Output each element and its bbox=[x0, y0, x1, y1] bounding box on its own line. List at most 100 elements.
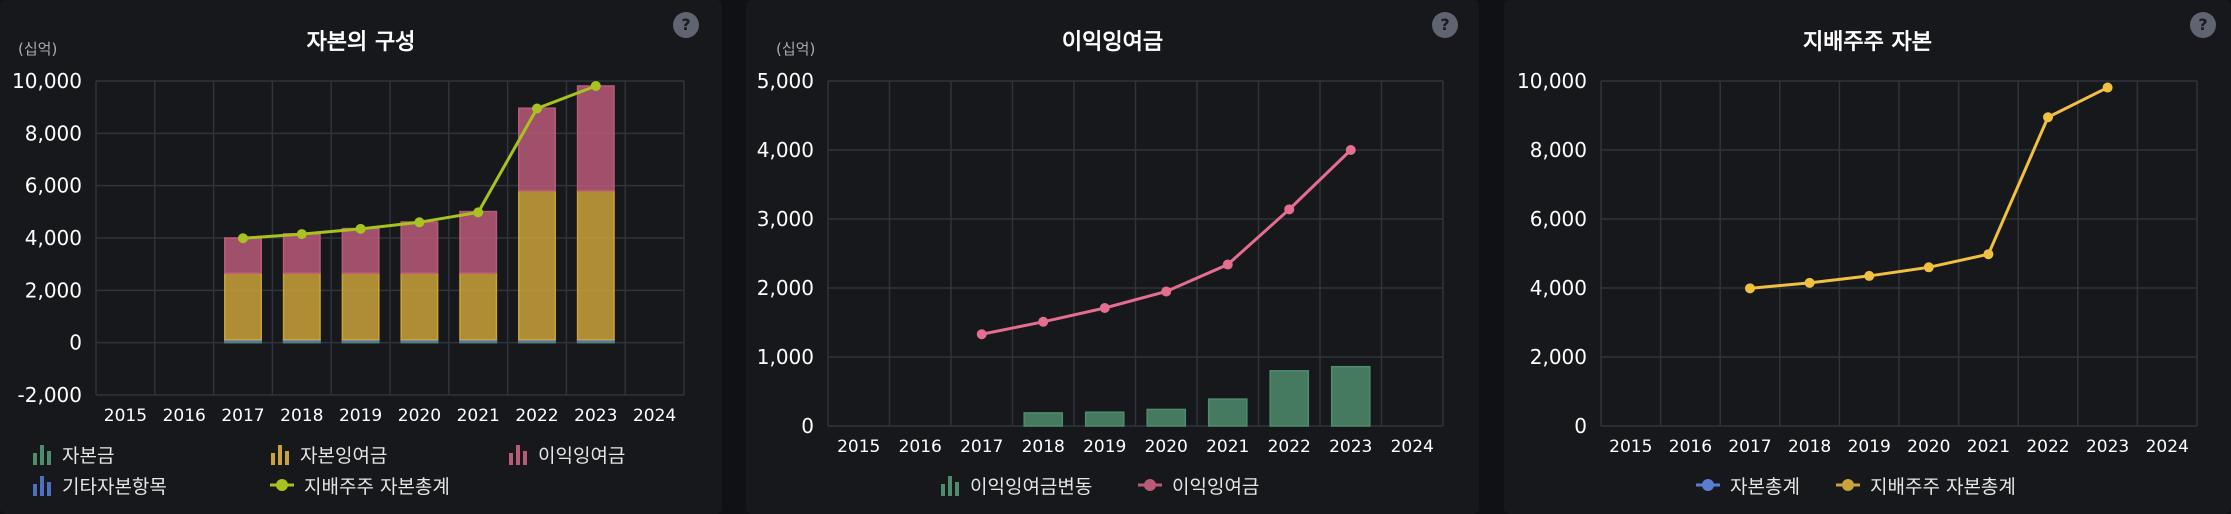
capital-composition-panel: 자본의 구성 ? (십억) -2,000 0 2,000 4,000 6,000 8,00… bbox=[0, 0, 722, 514]
retained-earnings-chart: 0 1,000 2,000 3,000 4,000 5,000 2015 2016 2017 20… bbox=[757, 69, 1444, 457]
x-tick-label: 2018 bbox=[280, 406, 323, 426]
y-tick-label: 0 bbox=[1574, 414, 1587, 438]
bar bbox=[459, 272, 498, 341]
y-tick-label: 3,000 bbox=[757, 207, 814, 231]
data-point bbox=[976, 329, 987, 340]
legend-label: 이익잉여금변동 bbox=[970, 476, 1093, 498]
unit-label: (십억) bbox=[18, 40, 58, 58]
y-tick-label: 5,000 bbox=[757, 69, 814, 93]
data-point bbox=[2102, 82, 2113, 93]
x-tick-label: 2023 bbox=[1329, 437, 1372, 457]
bar bbox=[518, 107, 556, 192]
y-tick-label: -2,000 bbox=[18, 383, 82, 407]
x-tick-label: 2021 bbox=[1206, 437, 1249, 457]
legend-label: 기타자본항목 bbox=[62, 476, 167, 498]
x-tick-label: 2022 bbox=[1268, 437, 1311, 457]
x-tick-label: 2018 bbox=[1788, 437, 1831, 457]
y-tick-label: 1,000 bbox=[757, 345, 814, 369]
x-tick-label: 2021 bbox=[457, 406, 500, 426]
line-legend-icon bbox=[270, 474, 294, 501]
line-legend-icon bbox=[1836, 474, 1860, 501]
data-point bbox=[355, 223, 366, 234]
legend-label: 이익잉여금 bbox=[538, 445, 626, 467]
x-tick-label: 2016 bbox=[899, 437, 942, 457]
x-tick-label: 2021 bbox=[1967, 437, 2010, 457]
x-tick-label: 2023 bbox=[2086, 437, 2129, 457]
legend-item-total-equity[interactable]: 자본총계 bbox=[1696, 472, 1800, 501]
bar-legend-icon bbox=[32, 443, 52, 470]
x-tick-label: 2017 bbox=[221, 406, 264, 426]
help-icon[interactable]: ? bbox=[2190, 12, 2216, 38]
y-tick-label: 4,000 bbox=[1530, 276, 1587, 300]
data-point bbox=[1864, 270, 1875, 281]
legend-label: 자본총계 bbox=[1730, 476, 1800, 498]
bar bbox=[341, 272, 380, 341]
x-tick-label: 2017 bbox=[960, 437, 1003, 457]
legend-item-retained-change[interactable]: 이익잉여금변동 bbox=[940, 472, 1092, 501]
y-tick-label: 2,000 bbox=[25, 278, 82, 302]
controlling-equity-panel: 지배주주 자본 ? 0 2,000 4,000 6,000 8,000 10,000 201… bbox=[1504, 0, 2231, 514]
bar bbox=[341, 227, 380, 274]
help-icon[interactable]: ? bbox=[1432, 12, 1458, 38]
x-tick-label: 2024 bbox=[633, 406, 676, 426]
y-tick-label: 4,000 bbox=[757, 138, 814, 162]
y-tick-label: 10,000 bbox=[1517, 69, 1587, 93]
bar-legend-icon bbox=[270, 443, 290, 470]
bar bbox=[400, 272, 439, 341]
x-tick-label: 2019 bbox=[339, 406, 382, 426]
x-tick-label: 2020 bbox=[1145, 437, 1188, 457]
data-point bbox=[1284, 204, 1295, 215]
x-tick-label: 2020 bbox=[1907, 437, 1950, 457]
y-tick-label: 0 bbox=[69, 331, 82, 355]
data-point bbox=[1983, 249, 1994, 260]
x-tick-label: 2020 bbox=[398, 406, 441, 426]
data-point bbox=[1804, 277, 1815, 288]
data-point bbox=[1161, 286, 1172, 297]
y-tick-label: 0 bbox=[801, 414, 814, 438]
data-point bbox=[590, 80, 601, 91]
data-point bbox=[1923, 262, 1934, 273]
help-icon[interactable]: ? bbox=[673, 12, 699, 38]
legend-item-capital-surplus[interactable]: 자본잉여금 bbox=[270, 441, 387, 470]
data-point bbox=[2043, 112, 2053, 123]
legend-item-other-capital[interactable]: 기타자본항목 bbox=[32, 472, 167, 501]
legend-label: 자본금 bbox=[62, 445, 115, 467]
bar bbox=[282, 272, 321, 341]
legend-item-retained-earnings[interactable]: 이익잉여금 bbox=[1138, 472, 1259, 501]
bar bbox=[400, 221, 439, 274]
x-tick-label: 2018 bbox=[1022, 437, 1065, 457]
data-point bbox=[473, 207, 484, 218]
data-point bbox=[414, 217, 425, 228]
bar-legend-icon bbox=[940, 474, 960, 501]
y-tick-label: 8,000 bbox=[25, 121, 82, 145]
x-tick-label: 2022 bbox=[2026, 437, 2069, 457]
data-point bbox=[1099, 303, 1110, 314]
grid bbox=[827, 80, 1444, 427]
x-tick-label: 2019 bbox=[1848, 437, 1891, 457]
bar bbox=[282, 233, 321, 274]
x-tick-label: 2015 bbox=[1609, 437, 1652, 457]
legend-item-capital[interactable]: 자본금 bbox=[32, 441, 114, 470]
legend-item-retained-earnings[interactable]: 이익잉여금 bbox=[508, 441, 625, 470]
series-line bbox=[1749, 86, 2109, 290]
bar-legend-icon bbox=[32, 474, 52, 501]
data-point bbox=[1745, 283, 1755, 294]
y-tick-label: 4,000 bbox=[25, 226, 82, 250]
capital-composition-chart: -2,000 0 2,000 4,000 6,000 8,000 10,000 2015 201… bbox=[12, 69, 685, 426]
x-tick-label: 2024 bbox=[1391, 437, 1434, 457]
bar bbox=[518, 189, 556, 341]
line-legend-icon bbox=[1696, 474, 1720, 501]
data-point bbox=[532, 103, 542, 114]
x-tick-label: 2016 bbox=[163, 406, 206, 426]
retained-earnings-panel: 이익잉여금 ? (십억) 0 1,000 2,000 3,000 4,000 5,000 2… bbox=[746, 0, 1479, 514]
legend-item-controlling-equity[interactable]: 지배주주 자본총계 bbox=[270, 472, 450, 501]
bar-legend-icon bbox=[508, 443, 528, 470]
panel-title: 지배주주 자본 bbox=[1802, 30, 1933, 55]
legend-label: 지배주주 자본총계 bbox=[304, 476, 450, 498]
bar bbox=[1146, 408, 1187, 427]
legend-label: 지배주주 자본총계 bbox=[1870, 476, 2016, 498]
legend-item-controlling-equity[interactable]: 지배주주 자본총계 bbox=[1836, 472, 2016, 501]
x-tick-label: 2017 bbox=[1728, 437, 1771, 457]
bar bbox=[1207, 398, 1248, 427]
